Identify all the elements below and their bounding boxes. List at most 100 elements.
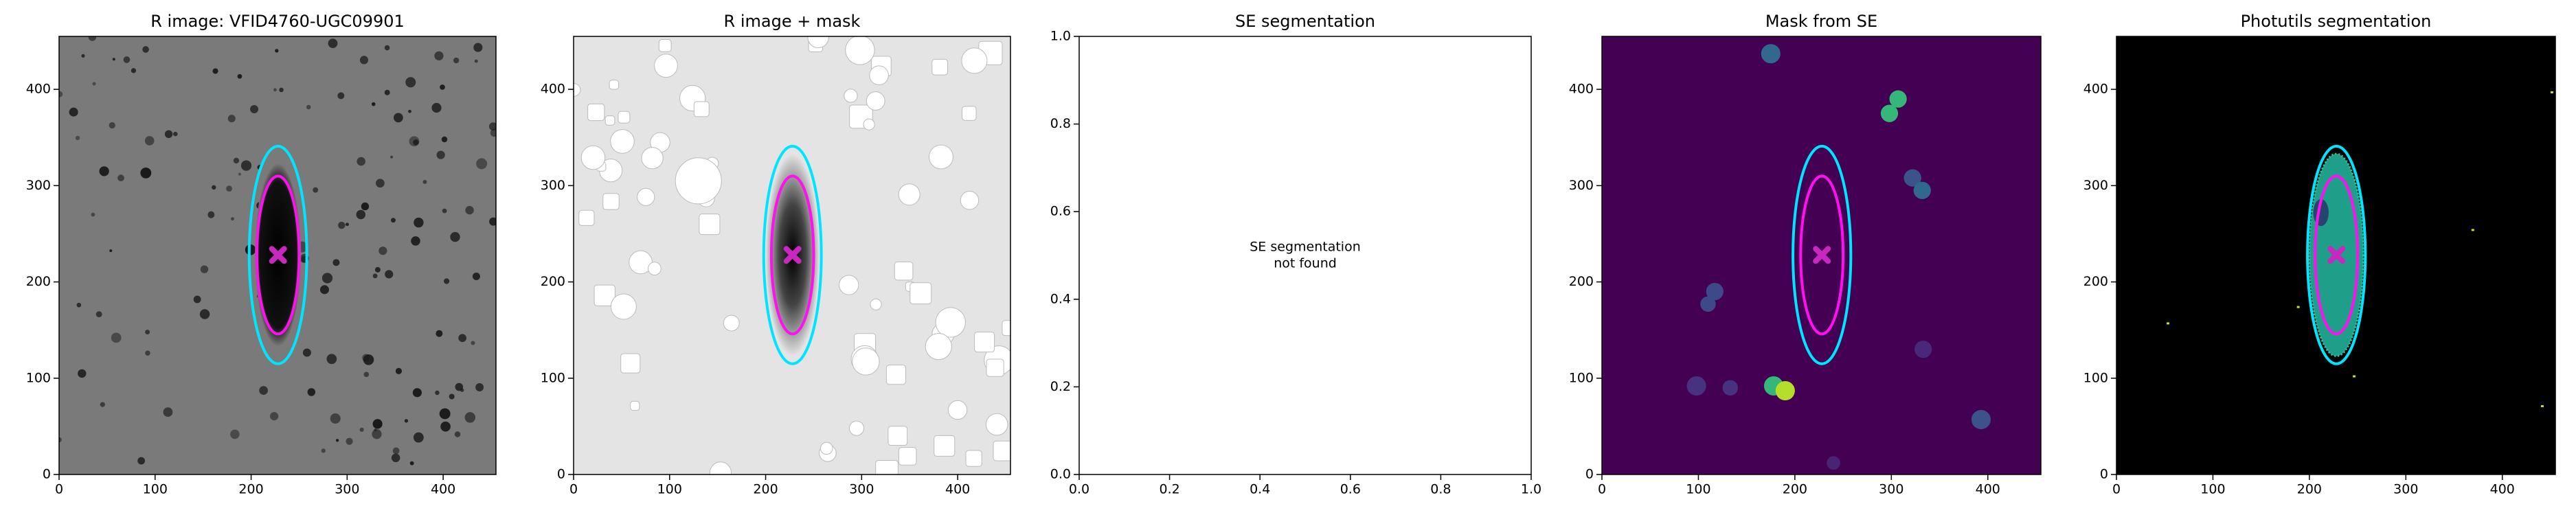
chart-title: Mask from SE bbox=[1765, 12, 1877, 31]
axes-frame bbox=[58, 36, 497, 475]
star bbox=[92, 82, 96, 86]
star bbox=[163, 407, 173, 417]
star bbox=[76, 302, 82, 308]
star bbox=[465, 205, 474, 215]
mask-region bbox=[1880, 104, 1899, 122]
aperture-ellipse bbox=[2314, 174, 2360, 336]
star bbox=[200, 265, 209, 273]
x-tick-label: 200 bbox=[238, 482, 263, 497]
star bbox=[362, 354, 370, 362]
mask-region bbox=[641, 147, 664, 170]
y-tick-label: 400 bbox=[1569, 82, 1594, 97]
mask-region bbox=[587, 103, 605, 122]
x-tick-label: 400 bbox=[945, 482, 970, 497]
star bbox=[237, 73, 242, 79]
star bbox=[488, 122, 496, 130]
star bbox=[440, 421, 451, 432]
star bbox=[390, 218, 396, 223]
mask-region bbox=[605, 115, 615, 126]
star bbox=[142, 46, 149, 53]
star bbox=[321, 448, 326, 453]
aperture-ellipse bbox=[769, 174, 815, 336]
image-area bbox=[2116, 36, 2555, 474]
y-tick-label: 300 bbox=[541, 178, 565, 193]
star bbox=[346, 437, 353, 445]
star bbox=[59, 91, 63, 98]
mask-region bbox=[898, 183, 920, 206]
star bbox=[346, 222, 349, 227]
star bbox=[164, 130, 173, 139]
mask-region bbox=[609, 80, 620, 90]
star bbox=[439, 408, 451, 420]
star bbox=[140, 167, 152, 179]
aperture-ellipse bbox=[1792, 144, 1853, 365]
segment bbox=[2353, 375, 2356, 378]
y-tick-label: 0.2 bbox=[1050, 379, 1071, 394]
star bbox=[117, 174, 124, 182]
star bbox=[422, 180, 427, 184]
star bbox=[330, 413, 341, 424]
mask-region bbox=[888, 426, 908, 446]
star bbox=[137, 457, 146, 465]
axes-frame bbox=[2116, 36, 2556, 475]
star bbox=[385, 270, 394, 279]
star bbox=[394, 113, 403, 123]
star bbox=[328, 38, 338, 49]
star bbox=[59, 437, 62, 443]
x-tick-label: 200 bbox=[753, 482, 778, 497]
y-tick-label: 100 bbox=[26, 370, 51, 385]
aperture-ellipse bbox=[762, 144, 823, 365]
x-tick-label: 0 bbox=[55, 482, 63, 497]
x-tick-label: 0.8 bbox=[1430, 482, 1451, 497]
image-background bbox=[1079, 36, 1531, 474]
star bbox=[440, 84, 445, 90]
center-marker bbox=[2327, 246, 2346, 264]
mask-region bbox=[578, 209, 595, 226]
x-tick-label: 0 bbox=[2112, 482, 2121, 497]
star bbox=[405, 77, 416, 88]
star bbox=[376, 179, 385, 188]
mask-region bbox=[1761, 44, 1781, 64]
x-tick-label: 100 bbox=[143, 482, 168, 497]
star bbox=[357, 157, 365, 166]
x-tick-label: 400 bbox=[2490, 482, 2515, 497]
star bbox=[335, 439, 339, 442]
x-tick-label: 100 bbox=[657, 482, 682, 497]
mask-region bbox=[1914, 341, 1932, 358]
y-tick-label: 400 bbox=[26, 82, 51, 97]
y-tick-label: 100 bbox=[2083, 370, 2108, 385]
x-tick-label: 0.6 bbox=[1340, 482, 1361, 497]
star bbox=[112, 58, 115, 61]
star bbox=[408, 109, 411, 113]
star bbox=[404, 419, 409, 423]
star bbox=[442, 208, 447, 214]
aperture-ellipse bbox=[1799, 174, 1845, 336]
star bbox=[391, 453, 400, 463]
mask-region bbox=[844, 89, 858, 103]
star bbox=[69, 107, 78, 117]
star bbox=[279, 87, 284, 93]
image-area bbox=[1602, 36, 2041, 474]
star bbox=[100, 402, 105, 407]
star bbox=[434, 51, 444, 60]
mask-region bbox=[962, 106, 977, 121]
star bbox=[240, 160, 252, 171]
star bbox=[123, 56, 131, 63]
star bbox=[226, 185, 232, 192]
mask-region bbox=[1971, 410, 1991, 430]
chart-title: R image: VFID4760-UGC09901 bbox=[150, 12, 405, 31]
mask-region bbox=[961, 47, 988, 74]
chart-title: R image + mask bbox=[724, 12, 861, 31]
mask-region bbox=[723, 314, 740, 332]
star bbox=[449, 393, 455, 400]
mask-region bbox=[637, 187, 655, 206]
star bbox=[372, 419, 383, 429]
star bbox=[435, 390, 440, 396]
x-tick-label: 0 bbox=[569, 482, 578, 497]
mask-region bbox=[807, 36, 829, 49]
star bbox=[441, 136, 448, 143]
star bbox=[88, 36, 97, 41]
star bbox=[313, 187, 319, 193]
star bbox=[489, 217, 496, 226]
star bbox=[411, 236, 420, 246]
